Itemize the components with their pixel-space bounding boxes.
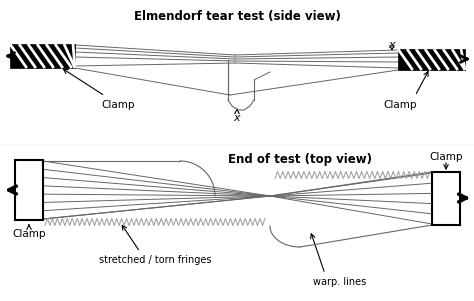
Text: End of test (top view): End of test (top view) bbox=[228, 153, 372, 166]
Text: stretched / torn fringes: stretched / torn fringes bbox=[99, 255, 211, 265]
Bar bbox=[398, 49, 465, 70]
Text: Clamp: Clamp bbox=[383, 100, 417, 110]
Text: x: x bbox=[389, 40, 395, 50]
Bar bbox=[432, 172, 460, 225]
Text: Elmendorf tear test (side view): Elmendorf tear test (side view) bbox=[134, 10, 340, 23]
Bar bbox=[15, 160, 43, 220]
Text: Clamp: Clamp bbox=[12, 229, 46, 239]
Text: x: x bbox=[234, 113, 240, 123]
Text: warp. lines: warp. lines bbox=[313, 277, 366, 287]
Text: Clamp: Clamp bbox=[101, 100, 135, 110]
Bar bbox=[10, 44, 75, 68]
Text: Clamp: Clamp bbox=[429, 152, 463, 162]
